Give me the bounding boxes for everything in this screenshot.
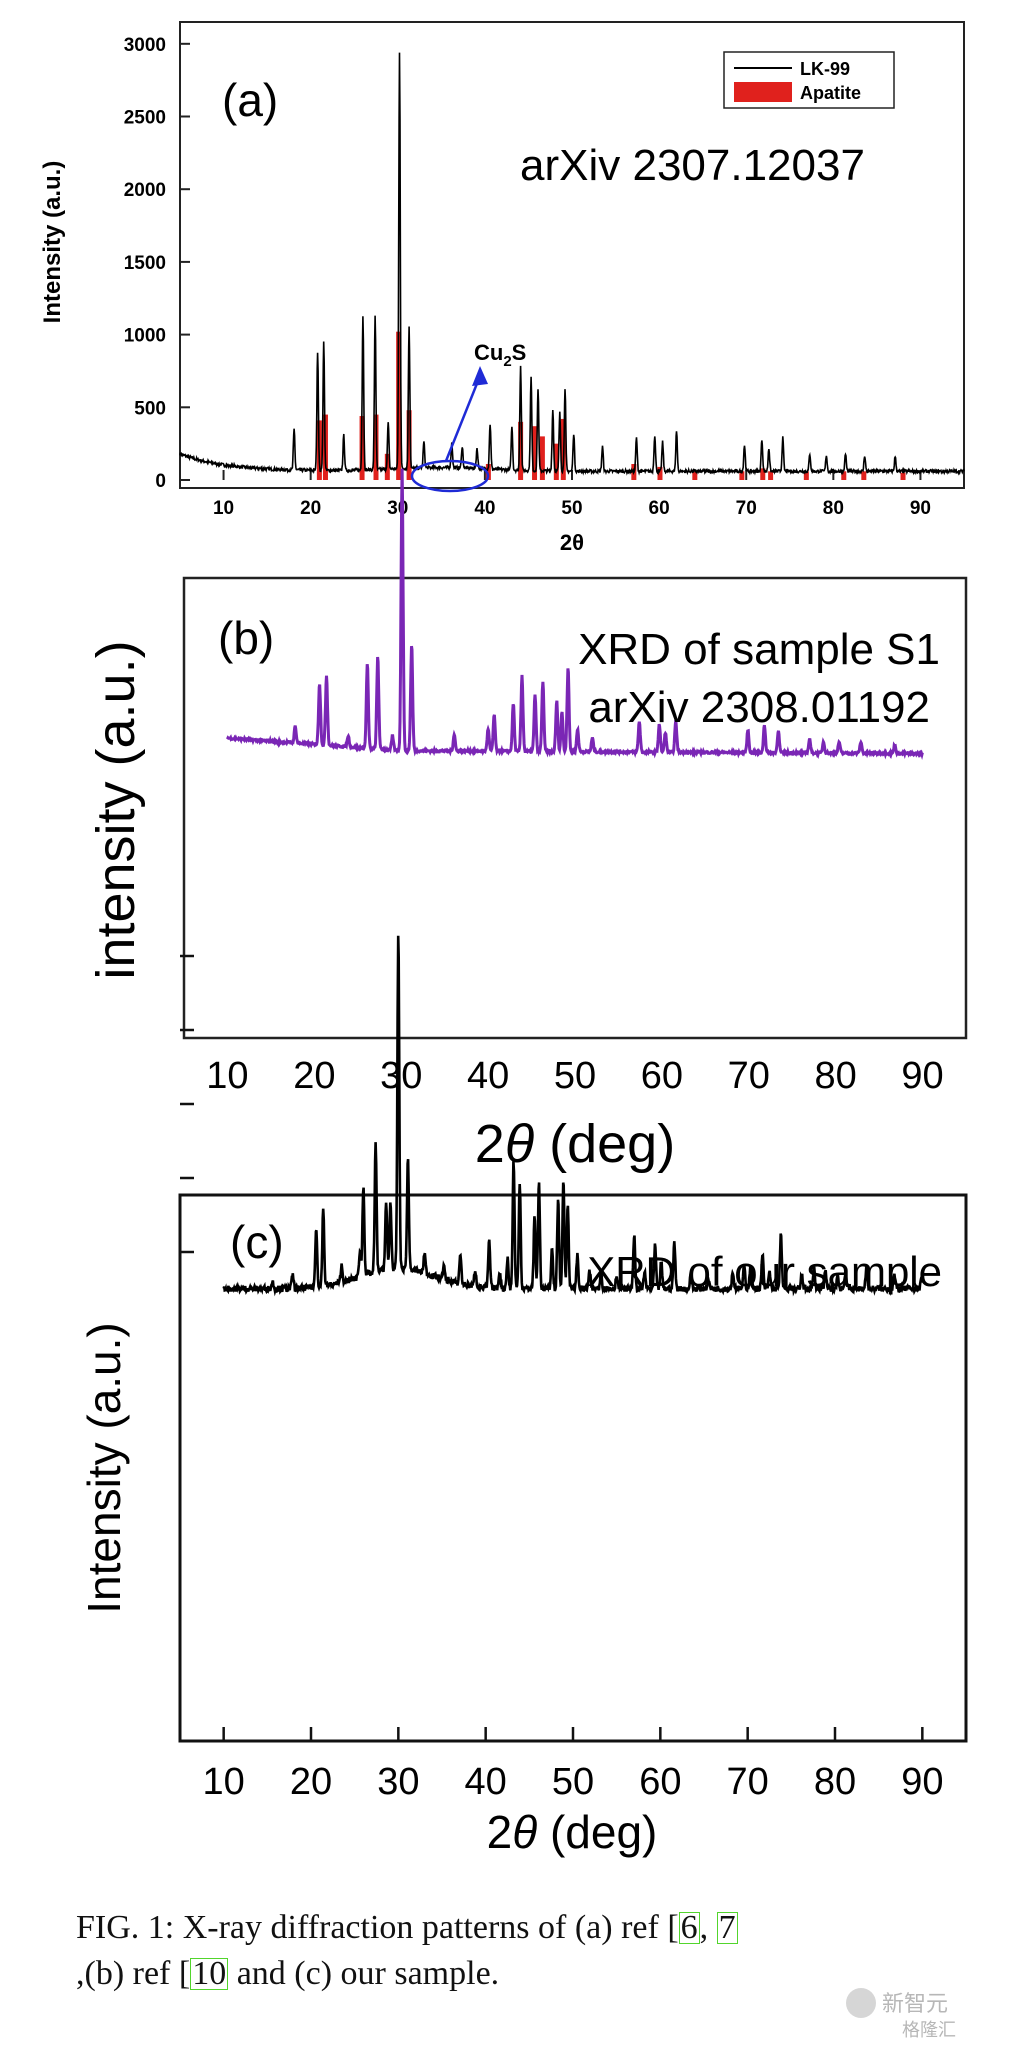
panel-c-x-axis-label: 2θ (deg)	[487, 1806, 658, 1858]
x-tick-label: 30	[387, 498, 408, 519]
cu2s-arrow	[444, 375, 482, 462]
cu2s-circle	[410, 459, 490, 493]
panel-a-annotation: arXiv 2307.12037	[520, 141, 865, 190]
x-tick-label: 10	[203, 1761, 245, 1803]
panel-c: 10 20 30 40 50 60 70 80 90 (c) XRD of our sample…	[78, 935, 968, 1858]
legend-apatite-label: Apatite	[800, 83, 861, 103]
apatite-bar	[692, 471, 698, 480]
watermark-line2: 格隆汇	[902, 2020, 956, 2041]
panel-a-label: (a)	[222, 74, 278, 126]
caption-ref-6[interactable]: 6	[678, 1909, 700, 1946]
panel-b-x-ticks: 10 20 30 40 50 60 70 80 90	[206, 1055, 943, 1097]
x-tick-label: 70	[736, 498, 757, 519]
caption-ref-10[interactable]: 10	[190, 1955, 229, 1992]
y-tick-label: 3000	[124, 35, 166, 56]
panel-c-annotation: XRD of our sample	[587, 1248, 942, 1295]
x-tick-label: 60	[649, 498, 670, 519]
panel-c-y-axis-label: Intensity (a.u.)	[78, 1322, 130, 1613]
apatite-bar	[803, 471, 809, 480]
x-tick-label: 90	[901, 1055, 943, 1097]
x-tick-label: 30	[377, 1761, 419, 1803]
apatite-bar	[900, 472, 906, 480]
panel-b-x-axis-label: 2θ (deg)	[475, 1114, 675, 1174]
caption-line2-prefix: ,(b) ref [	[76, 1955, 191, 1992]
x-tick-label: 80	[823, 498, 844, 519]
x-tick-label: 30	[380, 1055, 422, 1097]
panel-a-y-axis-label: Intensity (a.u.)	[39, 161, 66, 324]
y-tick-label: 2000	[124, 180, 166, 201]
panel-c-x-ticks: 10 20 30 40 50 60 70 80 90	[203, 1727, 943, 1803]
panel-c-label: (c)	[230, 1216, 284, 1268]
x-tick-label: 40	[465, 1761, 507, 1803]
y-tick-label: 0	[155, 471, 166, 492]
caption-sep: ,	[699, 1909, 717, 1946]
watermark: 新智元 格隆汇	[846, 1980, 1006, 2050]
panel-c-y-ticks	[180, 954, 194, 1254]
caption-ref-7[interactable]: 7	[716, 1909, 738, 1946]
panel-b-y-axis-label: intensity (a.u.)	[86, 640, 146, 979]
x-tick-label: 80	[814, 1761, 856, 1803]
x-tick-label: 20	[293, 1055, 335, 1097]
panel-a-lk99-series-line	[179, 52, 965, 476]
panel-b-annotation-line2: arXiv 2308.01192	[588, 683, 930, 732]
watermark-line1: 新智元	[882, 1992, 949, 2017]
y-tick-label: 2500	[124, 108, 166, 129]
y-tick-label: 500	[134, 398, 166, 419]
apatite-bar	[384, 453, 390, 480]
apatite-bar	[739, 471, 745, 480]
x-tick-label: 80	[815, 1055, 857, 1097]
caption-line2-suffix: and (c) our sample.	[228, 1955, 500, 1992]
x-tick-label: 40	[467, 1055, 509, 1097]
panel-a-y-ticks: 0 500 1000 1500 2000 2500 3000	[124, 35, 190, 492]
legend-apatite-swatch	[734, 82, 792, 102]
x-tick-label: 20	[300, 498, 321, 519]
apatite-bar	[539, 436, 545, 480]
panel-a-legend: LK-99 Apatite	[723, 51, 895, 109]
apatite-bar	[532, 426, 538, 480]
apatite-bar	[841, 471, 847, 480]
panel-c-series-line	[222, 935, 924, 1297]
panel-a: 0 500 1000 1500 2000 2500 3000 10 20 30 40 50 60 70 8…	[39, 21, 965, 555]
panel-b-frame	[182, 576, 968, 1040]
cu2s-arrowhead	[472, 366, 488, 386]
y-tick-label: 1500	[124, 253, 166, 274]
x-tick-label: 60	[641, 1055, 683, 1097]
apatite-bar	[760, 468, 766, 480]
x-tick-label: 10	[213, 498, 234, 519]
x-tick-label: 90	[910, 498, 931, 519]
x-tick-label: 90	[901, 1761, 943, 1803]
caption-prefix: FIG. 1: X-ray diffraction patterns of (a…	[76, 1909, 679, 1946]
panel-b: 10 20 30 40 50 60 70 80 90 (b) XRD of sample S1 …	[86, 468, 968, 1174]
cu2s-label: Cu2S	[474, 340, 526, 370]
x-tick-label: 50	[554, 1055, 596, 1097]
x-tick-label: 10	[206, 1055, 248, 1097]
apatite-bar	[657, 466, 663, 480]
x-tick-label: 50	[561, 498, 582, 519]
x-tick-label: 50	[552, 1761, 594, 1803]
x-tick-label: 20	[290, 1761, 332, 1803]
x-tick-label: 70	[728, 1055, 770, 1097]
apatite-bar	[485, 464, 491, 480]
panel-b-label: (b)	[218, 612, 274, 664]
wechat-icon	[846, 1988, 876, 2018]
panel-b-annotation-line1: XRD of sample S1	[578, 625, 940, 674]
y-tick-label: 1000	[124, 326, 166, 347]
apatite-bar	[518, 421, 524, 480]
x-tick-label: 60	[639, 1761, 681, 1803]
apatite-bar	[768, 471, 774, 480]
apatite-bar	[406, 410, 412, 480]
apatite-bar	[861, 471, 867, 480]
x-tick-label: 70	[727, 1761, 769, 1803]
figure-caption: FIG. 1: X-ray diffraction patterns of (a…	[76, 1905, 976, 1997]
x-tick-label: 40	[474, 498, 495, 519]
panel-a-x-axis-label: 2θ	[560, 530, 584, 555]
panel-b-series-line	[226, 468, 924, 760]
apatite-bar	[553, 443, 559, 480]
legend-lk99-label: LK-99	[800, 59, 850, 79]
